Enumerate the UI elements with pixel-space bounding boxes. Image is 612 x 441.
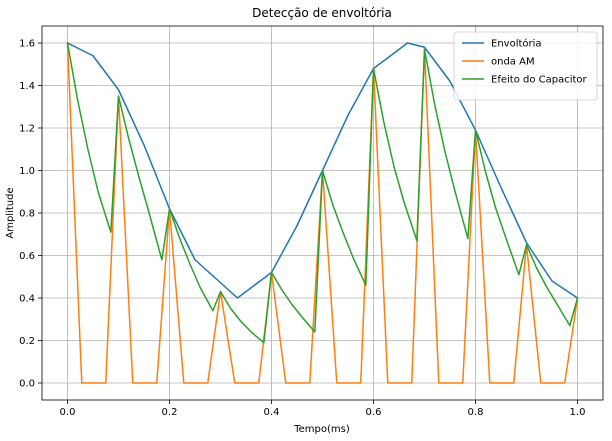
plot-series bbox=[66, 42, 579, 384]
legend-box bbox=[453, 31, 598, 101]
series-line-0 bbox=[66, 42, 579, 299]
y-tick-label: 0.4 bbox=[19, 294, 35, 305]
y-tick-label: 1.6 bbox=[19, 39, 35, 50]
x-tick-label: 0.2 bbox=[162, 407, 178, 418]
y-tick-label: 1.2 bbox=[19, 124, 35, 135]
y-axis-ticks: 0.0 0.2 0.4 0.6 0.8 1.0 1.2 1.4 1.6 bbox=[19, 39, 42, 390]
y-tick-label: 0.2 bbox=[19, 336, 35, 347]
x-tick-label: 1.0 bbox=[570, 407, 586, 418]
y-tick-label: 0.6 bbox=[19, 251, 35, 262]
x-tick-label: 0.4 bbox=[264, 407, 280, 418]
grid bbox=[42, 26, 603, 400]
y-axis-label: Amplitude bbox=[5, 187, 16, 238]
x-axis-label: Tempo(ms) bbox=[293, 424, 350, 435]
x-axis-ticks: 0.0 0.2 0.4 0.6 0.8 1.0 bbox=[60, 400, 586, 418]
y-tick-label: 1.0 bbox=[19, 166, 35, 177]
chart-title: Detecção de envoltória bbox=[252, 6, 392, 20]
y-tick-label: 0.0 bbox=[19, 379, 35, 390]
legend-entry: Envoltória bbox=[491, 38, 542, 50]
x-tick-label: 0.0 bbox=[60, 407, 76, 418]
legend-entry: onda AM bbox=[491, 57, 535, 68]
x-tick-label: 0.6 bbox=[366, 407, 382, 418]
series-line-2 bbox=[66, 42, 579, 344]
legend-entry: Efeito do Capacitor bbox=[491, 75, 588, 86]
x-tick-label: 0.8 bbox=[468, 407, 484, 418]
y-tick-label: 1.4 bbox=[19, 81, 35, 92]
y-tick-label: 0.8 bbox=[19, 209, 35, 220]
legend: Envoltória onda AM Efeito do Capacitor bbox=[453, 31, 598, 101]
